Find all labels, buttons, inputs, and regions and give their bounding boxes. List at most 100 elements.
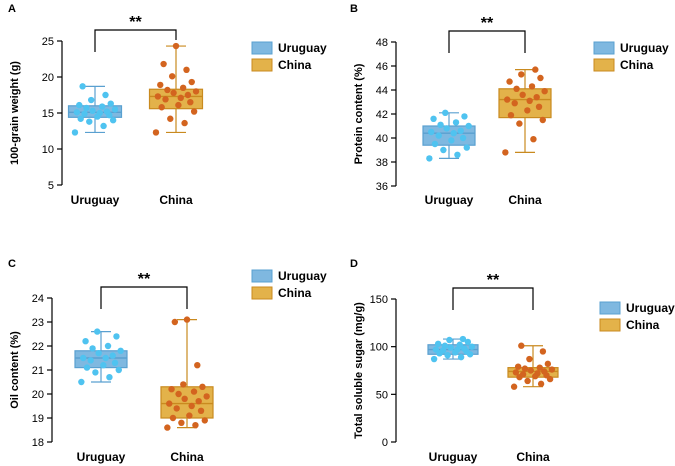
data-point bbox=[76, 101, 83, 109]
y-tick-label: 150 bbox=[370, 294, 388, 306]
data-point bbox=[518, 342, 525, 349]
panel-a: A 5 10 15 20 25 100-grain weight (g) Uruguay Chi… bbox=[8, 3, 327, 207]
data-point bbox=[79, 83, 86, 90]
legend-swatch-china bbox=[251, 286, 273, 300]
data-point bbox=[192, 422, 199, 429]
data-point bbox=[464, 338, 472, 346]
data-point bbox=[179, 84, 187, 92]
y-tick-label: 18 bbox=[32, 437, 44, 449]
data-point bbox=[446, 336, 453, 344]
data-point bbox=[171, 318, 179, 326]
data-point bbox=[158, 104, 165, 111]
box-china bbox=[160, 316, 214, 431]
y-tick-label: 20 bbox=[42, 72, 54, 84]
y-tick-label: 50 bbox=[376, 389, 388, 401]
data-point bbox=[169, 414, 177, 422]
legend-label-china: China bbox=[620, 58, 654, 72]
data-point bbox=[468, 343, 476, 350]
data-point bbox=[536, 364, 543, 371]
data-point bbox=[444, 352, 451, 359]
data-point bbox=[463, 144, 470, 151]
y-tick-label: 10 bbox=[42, 144, 54, 156]
data-point bbox=[537, 74, 544, 82]
data-point bbox=[541, 88, 548, 95]
box-china bbox=[498, 66, 552, 156]
data-point bbox=[459, 335, 467, 343]
data-point bbox=[526, 97, 533, 105]
y-tick-label: 38 bbox=[376, 157, 388, 169]
data-point bbox=[535, 103, 543, 111]
data-point bbox=[94, 328, 101, 335]
box-uruguay bbox=[67, 83, 123, 136]
data-point bbox=[81, 110, 88, 117]
data-point bbox=[526, 355, 533, 363]
y-tick-label: 19 bbox=[32, 413, 44, 425]
data-point bbox=[187, 99, 194, 106]
data-point bbox=[454, 151, 461, 158]
data-point bbox=[519, 91, 526, 99]
data-point bbox=[528, 83, 536, 90]
data-point bbox=[167, 115, 174, 122]
legend-swatch-uruguay bbox=[593, 41, 615, 55]
data-point bbox=[96, 109, 103, 117]
data-point bbox=[102, 354, 109, 362]
y-axis-title: 100-grain weight (g) bbox=[9, 61, 21, 165]
y-tick-label: 100 bbox=[370, 342, 388, 354]
data-point bbox=[465, 122, 472, 130]
legend: Uruguay China bbox=[599, 301, 675, 332]
data-point bbox=[513, 85, 520, 93]
data-point bbox=[83, 104, 90, 112]
significance-bracket bbox=[100, 286, 188, 309]
data-point bbox=[454, 346, 461, 353]
data-point bbox=[548, 366, 556, 373]
data-point bbox=[77, 115, 84, 122]
data-point bbox=[203, 393, 210, 400]
data-point bbox=[173, 405, 180, 412]
y-tick-label: 15 bbox=[42, 108, 54, 120]
data-point bbox=[100, 122, 107, 130]
data-point bbox=[92, 369, 99, 376]
data-point bbox=[426, 155, 433, 162]
data-point bbox=[435, 132, 442, 139]
data-point bbox=[83, 364, 91, 371]
data-point bbox=[95, 350, 102, 357]
data-point bbox=[532, 66, 539, 73]
data-point bbox=[188, 78, 195, 86]
data-point bbox=[170, 89, 177, 97]
data-point bbox=[442, 109, 449, 117]
data-point bbox=[195, 398, 202, 405]
panel-label: A bbox=[8, 3, 16, 15]
data-point bbox=[78, 378, 85, 386]
category-label-uruguay: Uruguay bbox=[425, 193, 474, 207]
data-point bbox=[109, 117, 117, 124]
category-label-china: China bbox=[159, 193, 193, 207]
data-point bbox=[510, 383, 518, 390]
data-point bbox=[443, 125, 450, 132]
y-tick-label: 23 bbox=[32, 317, 44, 329]
data-point bbox=[539, 348, 547, 355]
legend-label-uruguay: Uruguay bbox=[626, 301, 675, 315]
significance-marker: ** bbox=[481, 15, 494, 32]
data-point bbox=[111, 106, 119, 113]
data-point bbox=[430, 115, 437, 123]
data-point bbox=[518, 71, 525, 78]
data-point bbox=[89, 345, 96, 352]
data-point bbox=[190, 108, 198, 115]
legend-swatch-china bbox=[599, 318, 621, 332]
legend-label-uruguay: Uruguay bbox=[278, 41, 327, 55]
data-point bbox=[166, 400, 173, 407]
data-point bbox=[527, 367, 534, 374]
data-point bbox=[539, 116, 546, 124]
y-tick-label: 25 bbox=[42, 36, 54, 48]
legend-label-china: China bbox=[626, 318, 660, 332]
category-label-china: China bbox=[170, 450, 204, 464]
data-point bbox=[164, 424, 171, 431]
panel-label: B bbox=[350, 3, 358, 15]
data-point bbox=[441, 342, 449, 349]
data-point bbox=[183, 66, 190, 74]
y-axis-title: Protein content (%) bbox=[353, 63, 365, 164]
data-point bbox=[450, 130, 457, 137]
data-point bbox=[107, 100, 114, 107]
data-point bbox=[181, 395, 188, 402]
data-point bbox=[180, 381, 187, 388]
